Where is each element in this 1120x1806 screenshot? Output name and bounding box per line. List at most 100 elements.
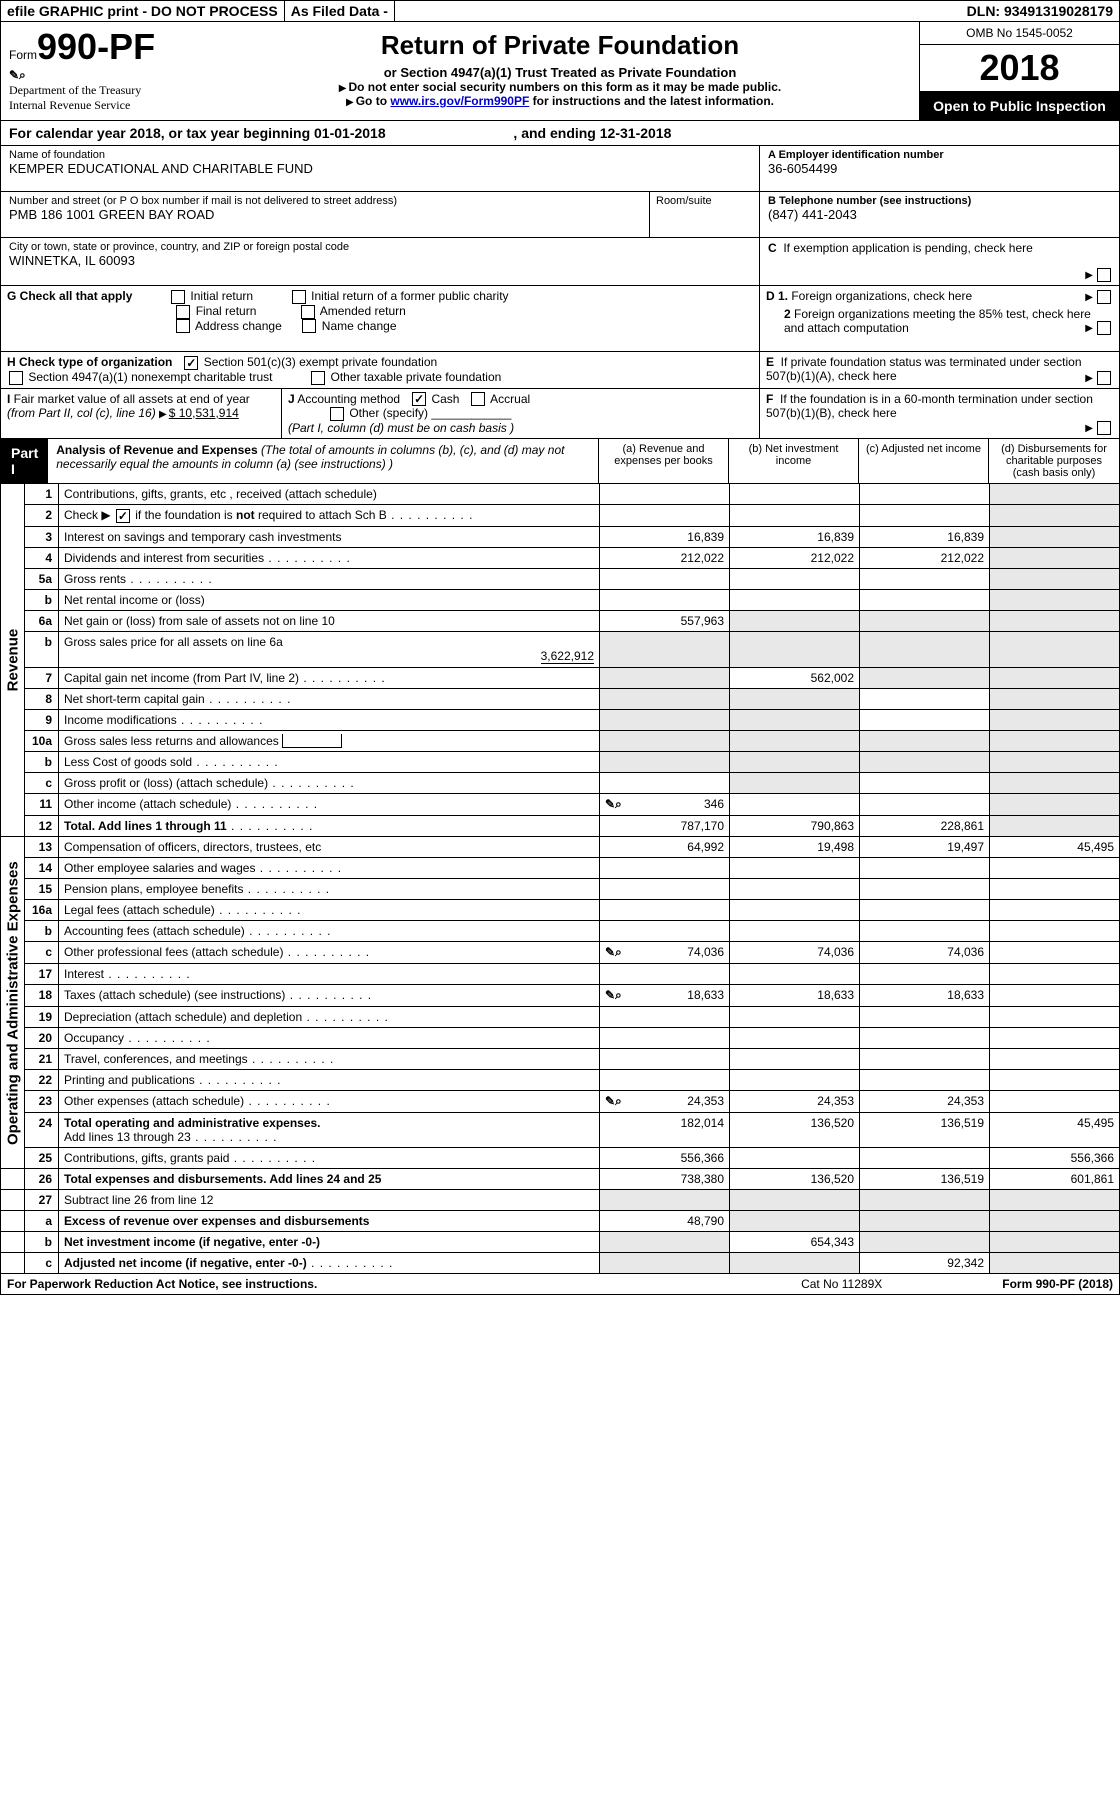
table-row: 27Subtract line 26 from line 12 (1, 1190, 1120, 1211)
line-f: F If the foundation is in a 60-month ter… (766, 392, 1093, 420)
form-header: Form990-PF ✎⌕ Department of the Treasury… (0, 21, 1120, 121)
efile-notice: efile GRAPHIC print - DO NOT PROCESS (1, 1, 285, 21)
attachment-icon[interactable]: ✎⌕ (605, 1094, 622, 1109)
paperwork-notice: For Paperwork Reduction Act Notice, see … (7, 1277, 317, 1291)
street-address: PMB 186 1001 GREEN BAY ROAD (9, 207, 649, 222)
table-row: 12Total. Add lines 1 through 11787,17079… (1, 816, 1120, 837)
table-row: 17Interest (1, 964, 1120, 985)
foundation-name: KEMPER EDUCATIONAL AND CHARITABLE FUND (9, 161, 751, 176)
table-row: cOther professional fees (attach schedul… (1, 942, 1120, 964)
table-row: 21Travel, conferences, and meetings (1, 1049, 1120, 1070)
checkbox-f[interactable] (1097, 421, 1111, 435)
part1-badge: Part I (1, 439, 48, 483)
table-row: bNet investment income (if negative, ent… (1, 1232, 1120, 1253)
checkbox-cash[interactable] (412, 392, 426, 406)
page-footer: For Paperwork Reduction Act Notice, see … (0, 1274, 1120, 1295)
dln: DLN: 93491319028179 (961, 1, 1119, 21)
table-row: aExcess of revenue over expenses and dis… (1, 1211, 1120, 1232)
form-title: Return of Private Foundation (205, 30, 915, 61)
section-h-e: H Check type of organization Section 501… (0, 352, 1120, 389)
table-row: 19Depreciation (attach schedule) and dep… (1, 1007, 1120, 1028)
table-row: 23Other expenses (attach schedule)✎⌕24,3… (1, 1091, 1120, 1113)
table-row: bNet rental income or (loss) (1, 590, 1120, 611)
address-label: Number and street (or P O box number if … (9, 195, 649, 207)
table-row: 10aGross sales less returns and allowanc… (1, 731, 1120, 752)
foundation-name-label: Name of foundation (9, 149, 751, 161)
open-to-public: Open to Public Inspection (920, 92, 1119, 120)
checkbox-other-taxable[interactable] (311, 371, 325, 385)
table-row: cGross profit or (loss) (attach schedule… (1, 773, 1120, 794)
entity-info: Name of foundation KEMPER EDUCATIONAL AN… (0, 146, 1120, 286)
checkbox-4947[interactable] (9, 371, 23, 385)
form-subtitle: or Section 4947(a)(1) Trust Treated as P… (205, 65, 915, 80)
checkbox-initial-former[interactable] (292, 290, 306, 304)
tax-year: 2018 (920, 45, 1119, 92)
cat-no: Cat No 11289X (801, 1277, 882, 1291)
revenue-label: Revenue (1, 484, 25, 836)
table-row: 5aGross rents (1, 569, 1120, 590)
col-b-header: (b) Net investment income (729, 439, 859, 483)
instructions-link-row: Go to www.irs.gov/Form990PF for instruct… (205, 94, 915, 108)
checkbox-sch-b[interactable] (116, 509, 130, 523)
irs-label: Internal Revenue Service (9, 98, 193, 113)
omb-number: OMB No 1545-0052 (920, 22, 1119, 45)
part1-table: Revenue 1Contributions, gifts, grants, e… (0, 484, 1120, 1274)
checkbox-name-change[interactable] (302, 319, 316, 333)
table-row: 6aNet gain or (loss) from sale of assets… (1, 611, 1120, 632)
attachment-icon[interactable]: ✎⌕ (605, 945, 622, 960)
table-row: 18Taxes (attach schedule) (see instructi… (1, 985, 1120, 1007)
checkbox-accrual[interactable] (471, 392, 485, 406)
table-row: 11Other income (attach schedule)✎⌕346 (1, 794, 1120, 816)
section-i-j-f: I Fair market value of all assets at end… (0, 389, 1120, 440)
form-number: Form990-PF (9, 26, 193, 68)
checkbox-initial-return[interactable] (171, 290, 185, 304)
attachment-icon[interactable]: ✎⌕ (605, 797, 622, 812)
efile-icon: ✎⌕ (9, 68, 193, 83)
checkbox-address-change[interactable] (176, 319, 190, 333)
ssn-warning: Do not enter social security numbers on … (205, 80, 915, 94)
checkbox-amended[interactable] (301, 305, 315, 319)
table-row: bAccounting fees (attach schedule) (1, 921, 1120, 942)
as-filed: As Filed Data - (285, 1, 395, 21)
city-value: WINNETKA, IL 60093 (9, 253, 751, 268)
table-row: cAdjusted net income (if negative, enter… (1, 1253, 1120, 1274)
h-label: H Check type of organization (7, 355, 172, 369)
j-note: (Part I, column (d) must be on cash basi… (288, 421, 514, 435)
line-c: C If exemption application is pending, c… (768, 241, 1033, 255)
checkbox-other-method[interactable] (330, 407, 344, 421)
ein-value: 36-6054499 (768, 161, 1111, 176)
table-row: bLess Cost of goods sold (1, 752, 1120, 773)
table-row: 26Total expenses and disbursements. Add … (1, 1169, 1120, 1190)
ein-label: A Employer identification number (768, 149, 1111, 161)
dept-treasury: Department of the Treasury (9, 83, 193, 98)
expenses-label: Operating and Administrative Expenses (1, 837, 25, 1169)
col-a-header: (a) Revenue and expenses per books (599, 439, 729, 483)
checkbox-501c3[interactable] (184, 356, 198, 370)
form-ref: Form 990-PF (2018) (1002, 1277, 1113, 1291)
table-row: 3Interest on savings and temporary cash … (1, 527, 1120, 548)
table-row: 15Pension plans, employee benefits (1, 879, 1120, 900)
table-row: 2Check ▶ if the foundation is not requir… (1, 505, 1120, 527)
fmv-value: $ 10,531,914 (169, 406, 239, 420)
calendar-year-row: For calendar year 2018, or tax year begi… (0, 121, 1120, 146)
table-row: 20Occupancy (1, 1028, 1120, 1049)
line-d2: 2 Foreign organizations meeting the 85% … (766, 307, 1113, 335)
table-row: bGross sales price for all assets on lin… (1, 632, 1120, 668)
attachment-icon[interactable]: ✎⌕ (605, 988, 622, 1003)
table-row: 22Printing and publications (1, 1070, 1120, 1091)
table-row: Operating and Administrative Expenses 13… (1, 837, 1120, 858)
table-row: 24Total operating and administrative exp… (1, 1113, 1120, 1148)
checkbox-final-return[interactable] (176, 305, 190, 319)
table-row: 7Capital gain net income (from Part IV, … (1, 668, 1120, 689)
checkbox-e[interactable] (1097, 371, 1111, 385)
instructions-link[interactable]: www.irs.gov/Form990PF (390, 94, 529, 108)
checkbox-d1[interactable] (1097, 290, 1111, 304)
line-e: E If private foundation status was termi… (766, 355, 1082, 383)
checkbox-c[interactable] (1097, 268, 1111, 282)
checkbox-d2[interactable] (1097, 321, 1111, 335)
top-bar: efile GRAPHIC print - DO NOT PROCESS As … (0, 0, 1120, 21)
phone-label: B Telephone number (see instructions) (768, 195, 1111, 207)
table-row: 14Other employee salaries and wages (1, 858, 1120, 879)
table-row: 25Contributions, gifts, grants paid556,3… (1, 1148, 1120, 1169)
line-d1: D 1. Foreign organizations, check here (766, 289, 1113, 303)
